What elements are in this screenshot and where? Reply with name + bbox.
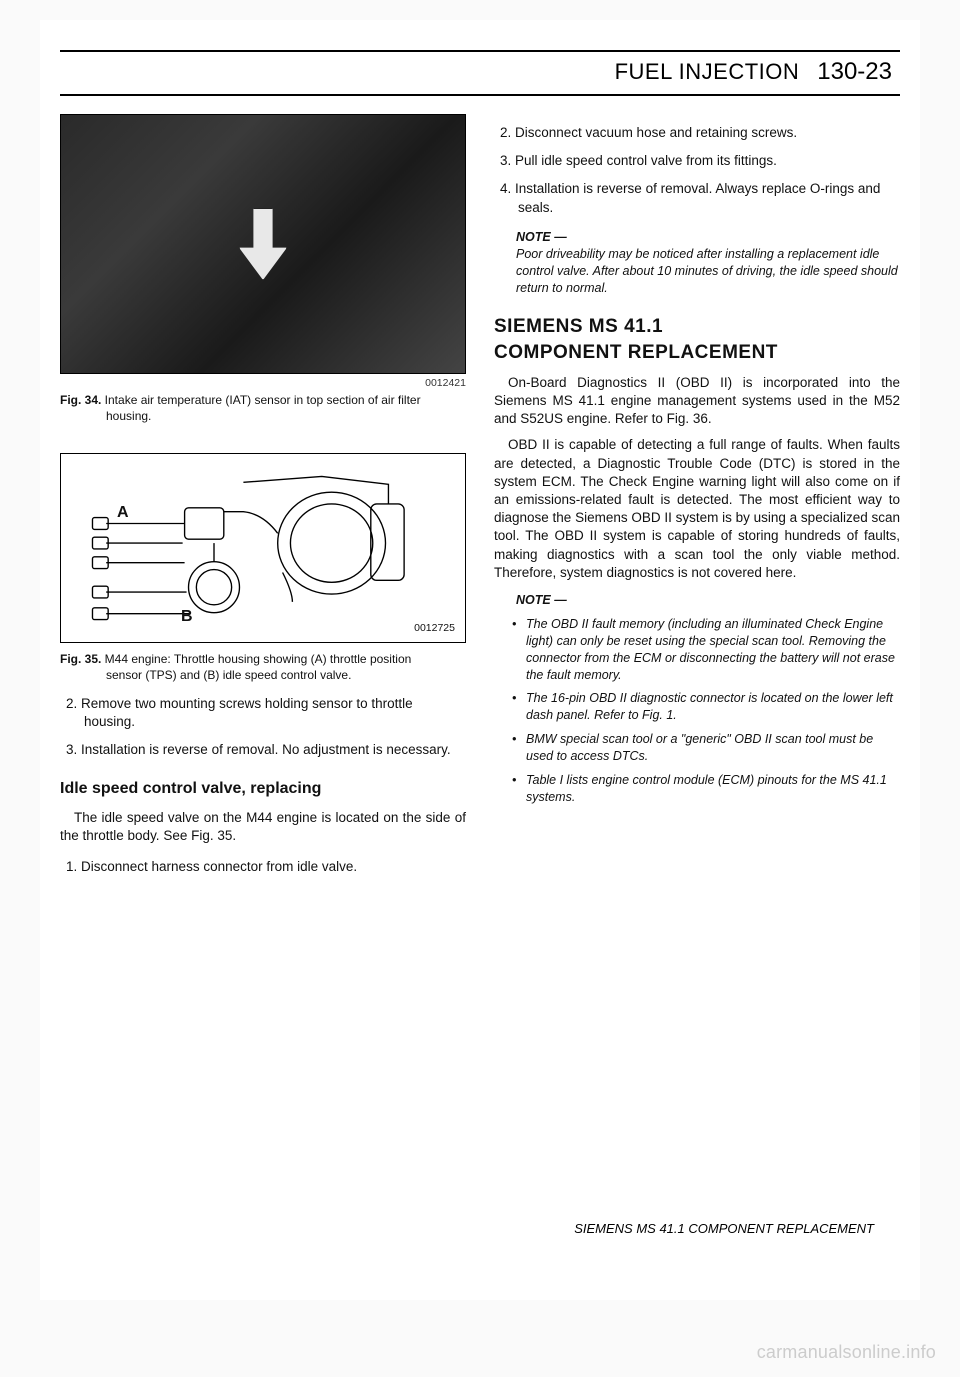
diagram-label-a: A — [117, 502, 129, 524]
heading-idle: Idle speed control valve, replacing — [60, 778, 466, 800]
figure-35-diagram: A B 0012725 — [60, 453, 466, 643]
heading-siemens-line2: COMPONENT REPLACEMENT — [494, 342, 778, 363]
right-column: 2. Disconnect vacuum hose and retaining … — [494, 114, 900, 888]
note-list-item: Table I lists engine control module (ECM… — [516, 772, 900, 806]
left-column: 0012421 Fig. 34. Intake air temperature … — [60, 114, 466, 888]
note-list-item: BMW special scan tool or a "generic" OBD… — [516, 731, 900, 765]
watermark: carmanualsonline.info — [757, 1342, 936, 1363]
note-list-item: The OBD II fault memory (including an il… — [516, 616, 900, 684]
steps-tps: 2. Remove two mounting screws holding se… — [60, 695, 466, 760]
manual-page: FUEL INJECTION 130-23 0012421 Fig. 34. I… — [40, 20, 920, 1300]
figure-34-photo — [60, 114, 466, 374]
note-obd: NOTE — The OBD II fault memory (includin… — [516, 592, 900, 806]
rule-under-header — [60, 94, 900, 96]
heading-siemens-line1: SIEMENS MS 41.1 — [494, 316, 663, 337]
step-item: 2. Disconnect vacuum hose and retaining … — [512, 124, 900, 142]
figure-34-hang: housing. — [60, 408, 466, 424]
note-text: Poor driveability may be noticed after i… — [516, 247, 898, 295]
note-list: The OBD II fault memory (including an il… — [516, 616, 900, 806]
note-list-item: The 16-pin OBD II diagnostic connector i… — [516, 690, 900, 724]
header-page-number: 130-23 — [817, 58, 892, 86]
figure-35-hang: sensor (TPS) and (B) idle speed control … — [60, 667, 466, 683]
figure-34-lead: Fig. 34. — [60, 393, 101, 407]
paragraph-idle: The idle speed valve on the M44 engine i… — [60, 809, 466, 845]
step-item: 3. Pull idle speed control valve from it… — [512, 152, 900, 170]
figure-34-caption: Fig. 34. Intake air temperature (IAT) se… — [60, 392, 466, 424]
figure-35-id: 0012725 — [414, 621, 455, 635]
rule-top — [60, 50, 900, 52]
note-driveability: NOTE — Poor driveability may be noticed … — [516, 229, 900, 297]
page-header: FUEL INJECTION 130-23 — [60, 58, 900, 86]
note-label: NOTE — — [516, 593, 567, 607]
step-item: 2. Remove two mounting screws holding se… — [78, 695, 466, 731]
step-item: 1. Disconnect harness connector from idl… — [78, 858, 466, 876]
footer-section-label: SIEMENS MS 41.1 COMPONENT REPLACEMENT — [574, 1221, 874, 1236]
figure-35-text: M44 engine: Throttle housing showing (A)… — [101, 652, 411, 666]
figure-34-id: 0012421 — [60, 376, 466, 390]
paragraph-obd-2: OBD II is capable of detecting a full ra… — [494, 436, 900, 582]
diagram-label-b: B — [181, 606, 193, 628]
steps-idle: 1. Disconnect harness connector from idl… — [60, 858, 466, 876]
step-item: 3. Installation is reverse of removal. N… — [78, 741, 466, 759]
steps-idle-cont: 2. Disconnect vacuum hose and retaining … — [494, 124, 900, 217]
figure-35-lead: Fig. 35. — [60, 652, 101, 666]
header-section: FUEL INJECTION — [615, 59, 800, 85]
figure-34-text: Intake air temperature (IAT) sensor in t… — [101, 393, 420, 407]
content-columns: 0012421 Fig. 34. Intake air temperature … — [60, 114, 900, 888]
note-label: NOTE — — [516, 230, 567, 244]
arrow-down-icon — [239, 208, 287, 280]
heading-siemens: SIEMENS MS 41.1 COMPONENT REPLACEMENT — [494, 314, 900, 365]
step-item: 4. Installation is reverse of removal. A… — [512, 180, 900, 216]
figure-35-caption: Fig. 35. M44 engine: Throttle housing sh… — [60, 651, 466, 683]
throttle-diagram-svg — [67, 460, 459, 636]
paragraph-obd-1: On-Board Diagnostics II (OBD II) is inco… — [494, 374, 900, 429]
